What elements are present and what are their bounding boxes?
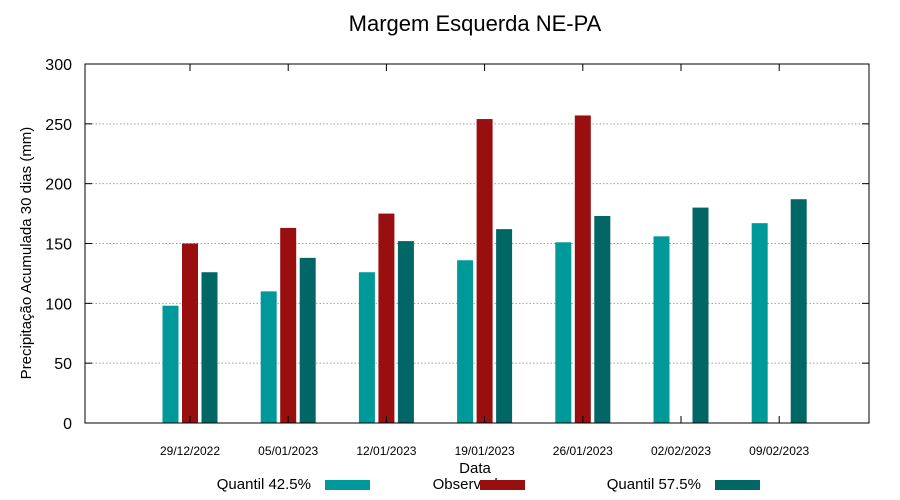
ytick-label-100: 100 (45, 296, 72, 313)
bar-1-3 (358, 272, 375, 423)
xtick-label-2: 05/01/2023 (258, 444, 318, 458)
bar-1-6 (653, 236, 670, 423)
bar-3-7 (790, 199, 807, 423)
bar-3-6 (692, 207, 709, 423)
xtick-label-4: 19/01/2023 (455, 444, 515, 458)
y-ticks: 0 50 100 150 200 250 300 (45, 57, 869, 433)
bar-1-4 (457, 260, 474, 423)
bar-1-1 (162, 305, 179, 423)
x-ticks: 29/12/2022 05/01/2023 12/01/2023 19/01/2023… (160, 64, 810, 458)
ytick-label-250: 250 (45, 117, 72, 134)
bar-3-3 (397, 241, 414, 423)
xtick-label-7: 09/02/2023 (749, 444, 809, 458)
bar-2-2 (280, 227, 297, 423)
bar-1-2 (260, 291, 277, 423)
legend: Quantil 42.5% Observado Quantil 57.5% (217, 476, 760, 493)
xtick-label-1: 29/12/2022 (160, 444, 220, 458)
ytick-label-150: 150 (45, 237, 72, 254)
ytick-label-50: 50 (54, 356, 72, 373)
bar-3-1 (201, 272, 218, 423)
x-axis-label: Data (459, 460, 491, 477)
bar-3-5 (594, 215, 611, 423)
bars (162, 115, 807, 424)
xtick-label-3: 12/01/2023 (356, 444, 416, 458)
bar-2-4 (476, 119, 493, 424)
bar-1-7 (751, 223, 768, 423)
chart-title: Margem Esquerda NE-PA (349, 11, 602, 36)
xtick-label-5: 26/01/2023 (553, 444, 613, 458)
ytick-label-300: 300 (45, 57, 72, 74)
legend-label-3: Quantil 57.5% (607, 476, 701, 493)
bar-3-4 (496, 229, 513, 423)
ytick-label-0: 0 (63, 416, 72, 433)
bar-2-5 (574, 115, 591, 423)
bar-2-1 (182, 243, 198, 423)
legend-swatch-1 (325, 480, 370, 490)
bar-1-5 (555, 242, 572, 423)
bar-2-3 (378, 213, 395, 423)
legend-swatch-2 (480, 480, 525, 490)
legend-swatch-3 (715, 480, 760, 490)
y-axis-label: Precipitação Acumulada 30 dias (mm) (18, 127, 35, 380)
ytick-label-200: 200 (45, 177, 72, 194)
xtick-label-6: 02/02/2023 (651, 444, 711, 458)
legend-label-1: Quantil 42.5% (217, 476, 311, 493)
bar-3-2 (299, 257, 316, 423)
